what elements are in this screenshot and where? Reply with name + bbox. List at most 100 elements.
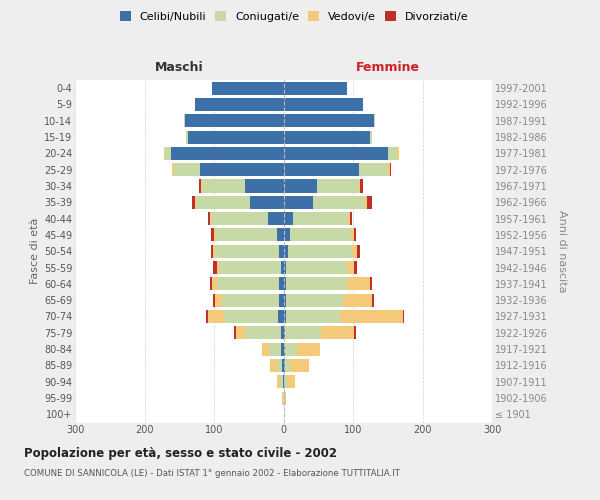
Bar xyxy=(370,278,373,290)
Bar xyxy=(186,130,188,143)
Bar xyxy=(211,244,212,258)
Bar xyxy=(390,163,391,176)
Bar xyxy=(290,228,351,241)
Bar xyxy=(281,326,284,340)
Bar xyxy=(245,326,281,340)
Bar xyxy=(284,228,290,241)
Bar xyxy=(216,228,277,241)
Bar xyxy=(164,147,166,160)
Bar xyxy=(284,278,286,290)
Bar xyxy=(287,375,295,388)
Bar xyxy=(200,163,284,176)
Bar xyxy=(202,180,245,192)
Bar xyxy=(278,278,284,290)
Bar xyxy=(284,82,347,94)
Bar xyxy=(210,278,212,290)
Bar xyxy=(281,261,284,274)
Bar xyxy=(290,359,309,372)
Bar xyxy=(359,163,388,176)
Bar xyxy=(317,180,359,192)
Bar xyxy=(286,294,343,306)
Text: Popolazione per età, sesso e stato civile - 2002: Popolazione per età, sesso e stato civil… xyxy=(24,448,337,460)
Bar xyxy=(367,196,372,209)
Bar xyxy=(278,244,284,258)
Bar xyxy=(262,342,269,355)
Bar xyxy=(285,359,290,372)
Bar xyxy=(208,212,210,225)
Bar xyxy=(370,130,372,143)
Bar xyxy=(284,375,287,388)
Bar xyxy=(285,326,321,340)
Bar xyxy=(212,244,215,258)
Bar xyxy=(212,261,217,274)
Bar xyxy=(277,359,282,372)
Bar xyxy=(172,163,173,176)
Bar xyxy=(284,196,313,209)
Bar xyxy=(206,310,208,323)
Bar xyxy=(284,359,285,372)
Bar xyxy=(220,261,281,274)
Bar xyxy=(166,147,171,160)
Bar xyxy=(250,196,284,209)
Bar xyxy=(284,147,388,160)
Y-axis label: Anni di nascita: Anni di nascita xyxy=(557,210,567,292)
Text: Femmine: Femmine xyxy=(356,61,420,74)
Bar xyxy=(353,228,356,241)
Bar xyxy=(245,180,284,192)
Bar xyxy=(373,294,374,306)
Bar xyxy=(313,196,365,209)
Bar xyxy=(278,310,284,323)
Bar xyxy=(360,180,363,192)
Bar xyxy=(268,212,284,225)
Bar xyxy=(403,310,404,323)
Bar xyxy=(185,114,284,128)
Bar xyxy=(347,278,370,290)
Bar xyxy=(348,212,350,225)
Bar xyxy=(284,212,293,225)
Bar xyxy=(284,244,289,258)
Bar xyxy=(171,147,284,160)
Bar xyxy=(280,375,283,388)
Bar xyxy=(350,212,352,225)
Bar xyxy=(284,342,285,355)
Bar xyxy=(269,359,277,372)
Legend: Celibi/Nubili, Coniugati/e, Vedovi/e, Divorziati/e: Celibi/Nubili, Coniugati/e, Vedovi/e, Di… xyxy=(116,8,472,25)
Bar xyxy=(208,310,224,323)
Bar xyxy=(284,163,359,176)
Bar xyxy=(283,392,284,404)
Bar xyxy=(289,244,352,258)
Bar xyxy=(347,261,355,274)
Bar xyxy=(282,392,283,404)
Bar xyxy=(224,310,278,323)
Bar xyxy=(234,326,236,340)
Bar xyxy=(284,392,286,404)
Bar xyxy=(277,375,280,388)
Bar xyxy=(286,261,347,274)
Bar xyxy=(217,261,220,274)
Bar xyxy=(388,163,390,176)
Bar xyxy=(397,147,399,160)
Bar xyxy=(193,196,194,209)
Bar xyxy=(221,294,278,306)
Bar xyxy=(184,114,185,128)
Bar xyxy=(211,212,268,225)
Bar xyxy=(283,375,284,388)
Bar xyxy=(188,130,284,143)
Bar xyxy=(214,294,215,306)
Bar xyxy=(351,228,353,241)
Bar xyxy=(357,244,360,258)
Bar xyxy=(214,228,216,241)
Bar xyxy=(284,114,374,128)
Bar xyxy=(284,98,364,111)
Bar xyxy=(194,196,196,209)
Bar xyxy=(285,342,298,355)
Bar xyxy=(173,163,200,176)
Bar xyxy=(352,244,357,258)
Bar xyxy=(215,294,221,306)
Bar xyxy=(217,278,278,290)
Bar xyxy=(210,212,211,225)
Bar xyxy=(281,342,284,355)
Bar xyxy=(282,359,284,372)
Bar xyxy=(284,310,286,323)
Bar xyxy=(343,294,373,306)
